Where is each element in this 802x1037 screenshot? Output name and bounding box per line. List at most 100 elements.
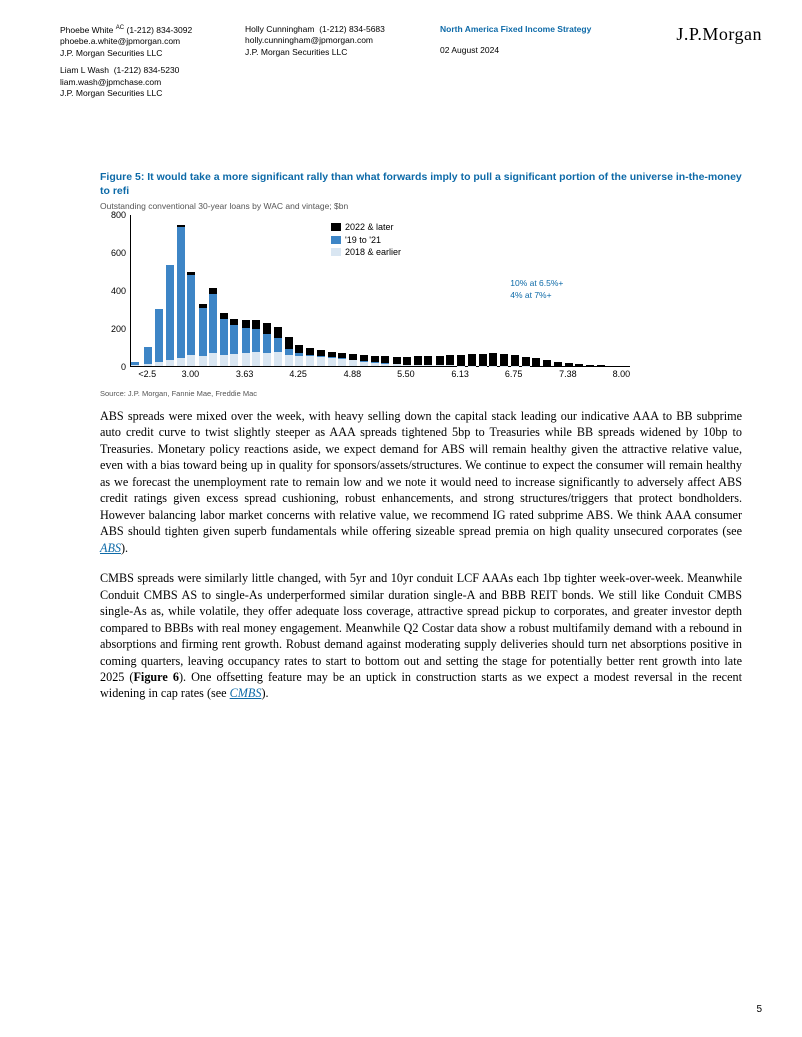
bar-segment-early <box>328 358 336 366</box>
x-tick-label: 6.75 <box>505 369 523 379</box>
text-span: CMBS spreads were similarly little chang… <box>100 571 742 684</box>
bar-segment-mid <box>274 338 282 351</box>
bar-stack <box>317 350 325 366</box>
bar-segment-late <box>532 358 540 366</box>
bar-stack <box>543 360 551 366</box>
bar-segment-late <box>230 319 238 326</box>
author-firm: J.P. Morgan Securities LLC <box>60 88 215 99</box>
figure-subtitle: Outstanding conventional 30-year loans b… <box>100 201 742 211</box>
x-tick-label: 3.00 <box>182 369 200 379</box>
bar-segment-early <box>295 356 303 366</box>
bar-stack <box>209 288 217 366</box>
x-tick-label: 8.00 <box>613 369 631 379</box>
bar-stack <box>500 354 508 366</box>
author-suffix: AC <box>116 25 124 31</box>
bar-segment-late <box>285 337 293 349</box>
bar-segment-late <box>457 355 465 366</box>
y-tick-label: 200 <box>111 324 126 334</box>
bar-stack <box>468 354 476 366</box>
legend: 2022 & later'19 to '212018 & earlier <box>331 221 401 259</box>
bar-stack <box>479 354 487 366</box>
legend-swatch <box>331 223 341 231</box>
bar-segment-late <box>511 355 519 365</box>
bar-segment-early <box>285 355 293 366</box>
bar-stack <box>349 354 357 366</box>
bar-segment-early <box>371 363 379 366</box>
bar-segment-early <box>306 356 314 366</box>
bar-stack <box>511 355 519 366</box>
bar-segment-late <box>295 345 303 353</box>
bar-segment-early <box>338 359 346 366</box>
bar-stack <box>263 323 271 366</box>
bar-stack <box>575 364 583 366</box>
paragraph-2: CMBS spreads were similarly little chang… <box>100 570 742 702</box>
bar-stack <box>381 356 389 366</box>
bar-segment-early <box>403 365 411 366</box>
bar-stack <box>242 320 250 366</box>
x-tick-label: 4.88 <box>344 369 362 379</box>
text-span: ). <box>121 541 128 555</box>
abs-link[interactable]: ABS <box>100 541 121 555</box>
bar-segment-early <box>349 360 357 366</box>
y-axis: 0200400600800 <box>100 215 130 367</box>
paragraph-1: ABS spreads were mixed over the week, wi… <box>100 408 742 556</box>
bar-segment-late <box>393 357 401 365</box>
bar-segment-early <box>317 357 325 366</box>
author-email: liam.wash@jpmchase.com <box>60 77 215 88</box>
legend-row: 2022 & later <box>331 221 401 234</box>
bar-stack <box>187 272 195 366</box>
bar-segment-early <box>166 360 174 366</box>
bar-segment-mid <box>177 227 185 358</box>
bar-segment-late <box>414 356 422 365</box>
bar-segment-late <box>479 354 487 366</box>
bar-stack <box>295 345 303 366</box>
bar-segment-early <box>263 353 271 366</box>
bar-stack <box>403 357 411 366</box>
bar-stack <box>489 353 497 366</box>
bar-stack <box>371 356 379 366</box>
bar-stack <box>457 355 465 366</box>
author-firm: J.P. Morgan Securities LLC <box>245 47 410 58</box>
bar-segment-mid <box>155 309 163 362</box>
bar-stack <box>131 362 139 366</box>
figure-5: Figure 5: It would take a more significa… <box>100 170 742 398</box>
bar-segment-late <box>306 348 314 355</box>
bar-segment-late <box>274 327 282 338</box>
y-tick-label: 0 <box>121 362 126 372</box>
legend-row: '19 to '21 <box>331 234 401 247</box>
chart-annotation: 4% at 7%+ <box>510 290 551 300</box>
bar-stack <box>414 356 422 366</box>
author-phone: (1-212) 834-3092 <box>127 25 193 35</box>
legend-swatch <box>331 236 341 244</box>
bar-segment-early <box>424 365 432 366</box>
report-date: 02 August 2024 <box>440 45 610 56</box>
bar-segment-early <box>199 356 207 366</box>
cmbs-link[interactable]: CMBS <box>230 686 262 700</box>
author-name: Liam L Wash <box>60 65 109 75</box>
x-tick-label: <2.5 <box>138 369 156 379</box>
legend-row: 2018 & earlier <box>331 246 401 259</box>
bar-segment-early <box>220 355 228 366</box>
bar-stack <box>306 348 314 366</box>
bar-stack <box>285 337 293 366</box>
bar-stack <box>586 365 594 366</box>
bar-segment-mid <box>230 325 238 354</box>
bar-segment-early <box>187 355 195 366</box>
bar-segment-late <box>242 320 250 328</box>
bar-segment-late <box>565 363 573 366</box>
bar-segment-late <box>554 362 562 366</box>
bar-segment-late <box>597 365 605 366</box>
bar-segment-early <box>393 364 401 366</box>
legend-swatch <box>331 248 341 256</box>
y-tick-label: 400 <box>111 286 126 296</box>
x-axis: <2.53.003.634.254.885.506.136.757.388.00 <box>130 367 630 385</box>
bar-segment-late <box>468 354 476 365</box>
figure-source: Source: J.P. Morgan, Fannie Mae, Freddie… <box>100 389 742 398</box>
bar-segment-mid <box>252 329 260 352</box>
author-phone: (1-212) 834-5683 <box>319 24 385 34</box>
bar-stack <box>360 355 368 366</box>
page-header: Phoebe White AC (1-212) 834-3092 phoebe.… <box>0 0 802 100</box>
bar-stack <box>220 313 228 366</box>
bar-stack <box>597 365 605 366</box>
bar-stack <box>565 363 573 366</box>
